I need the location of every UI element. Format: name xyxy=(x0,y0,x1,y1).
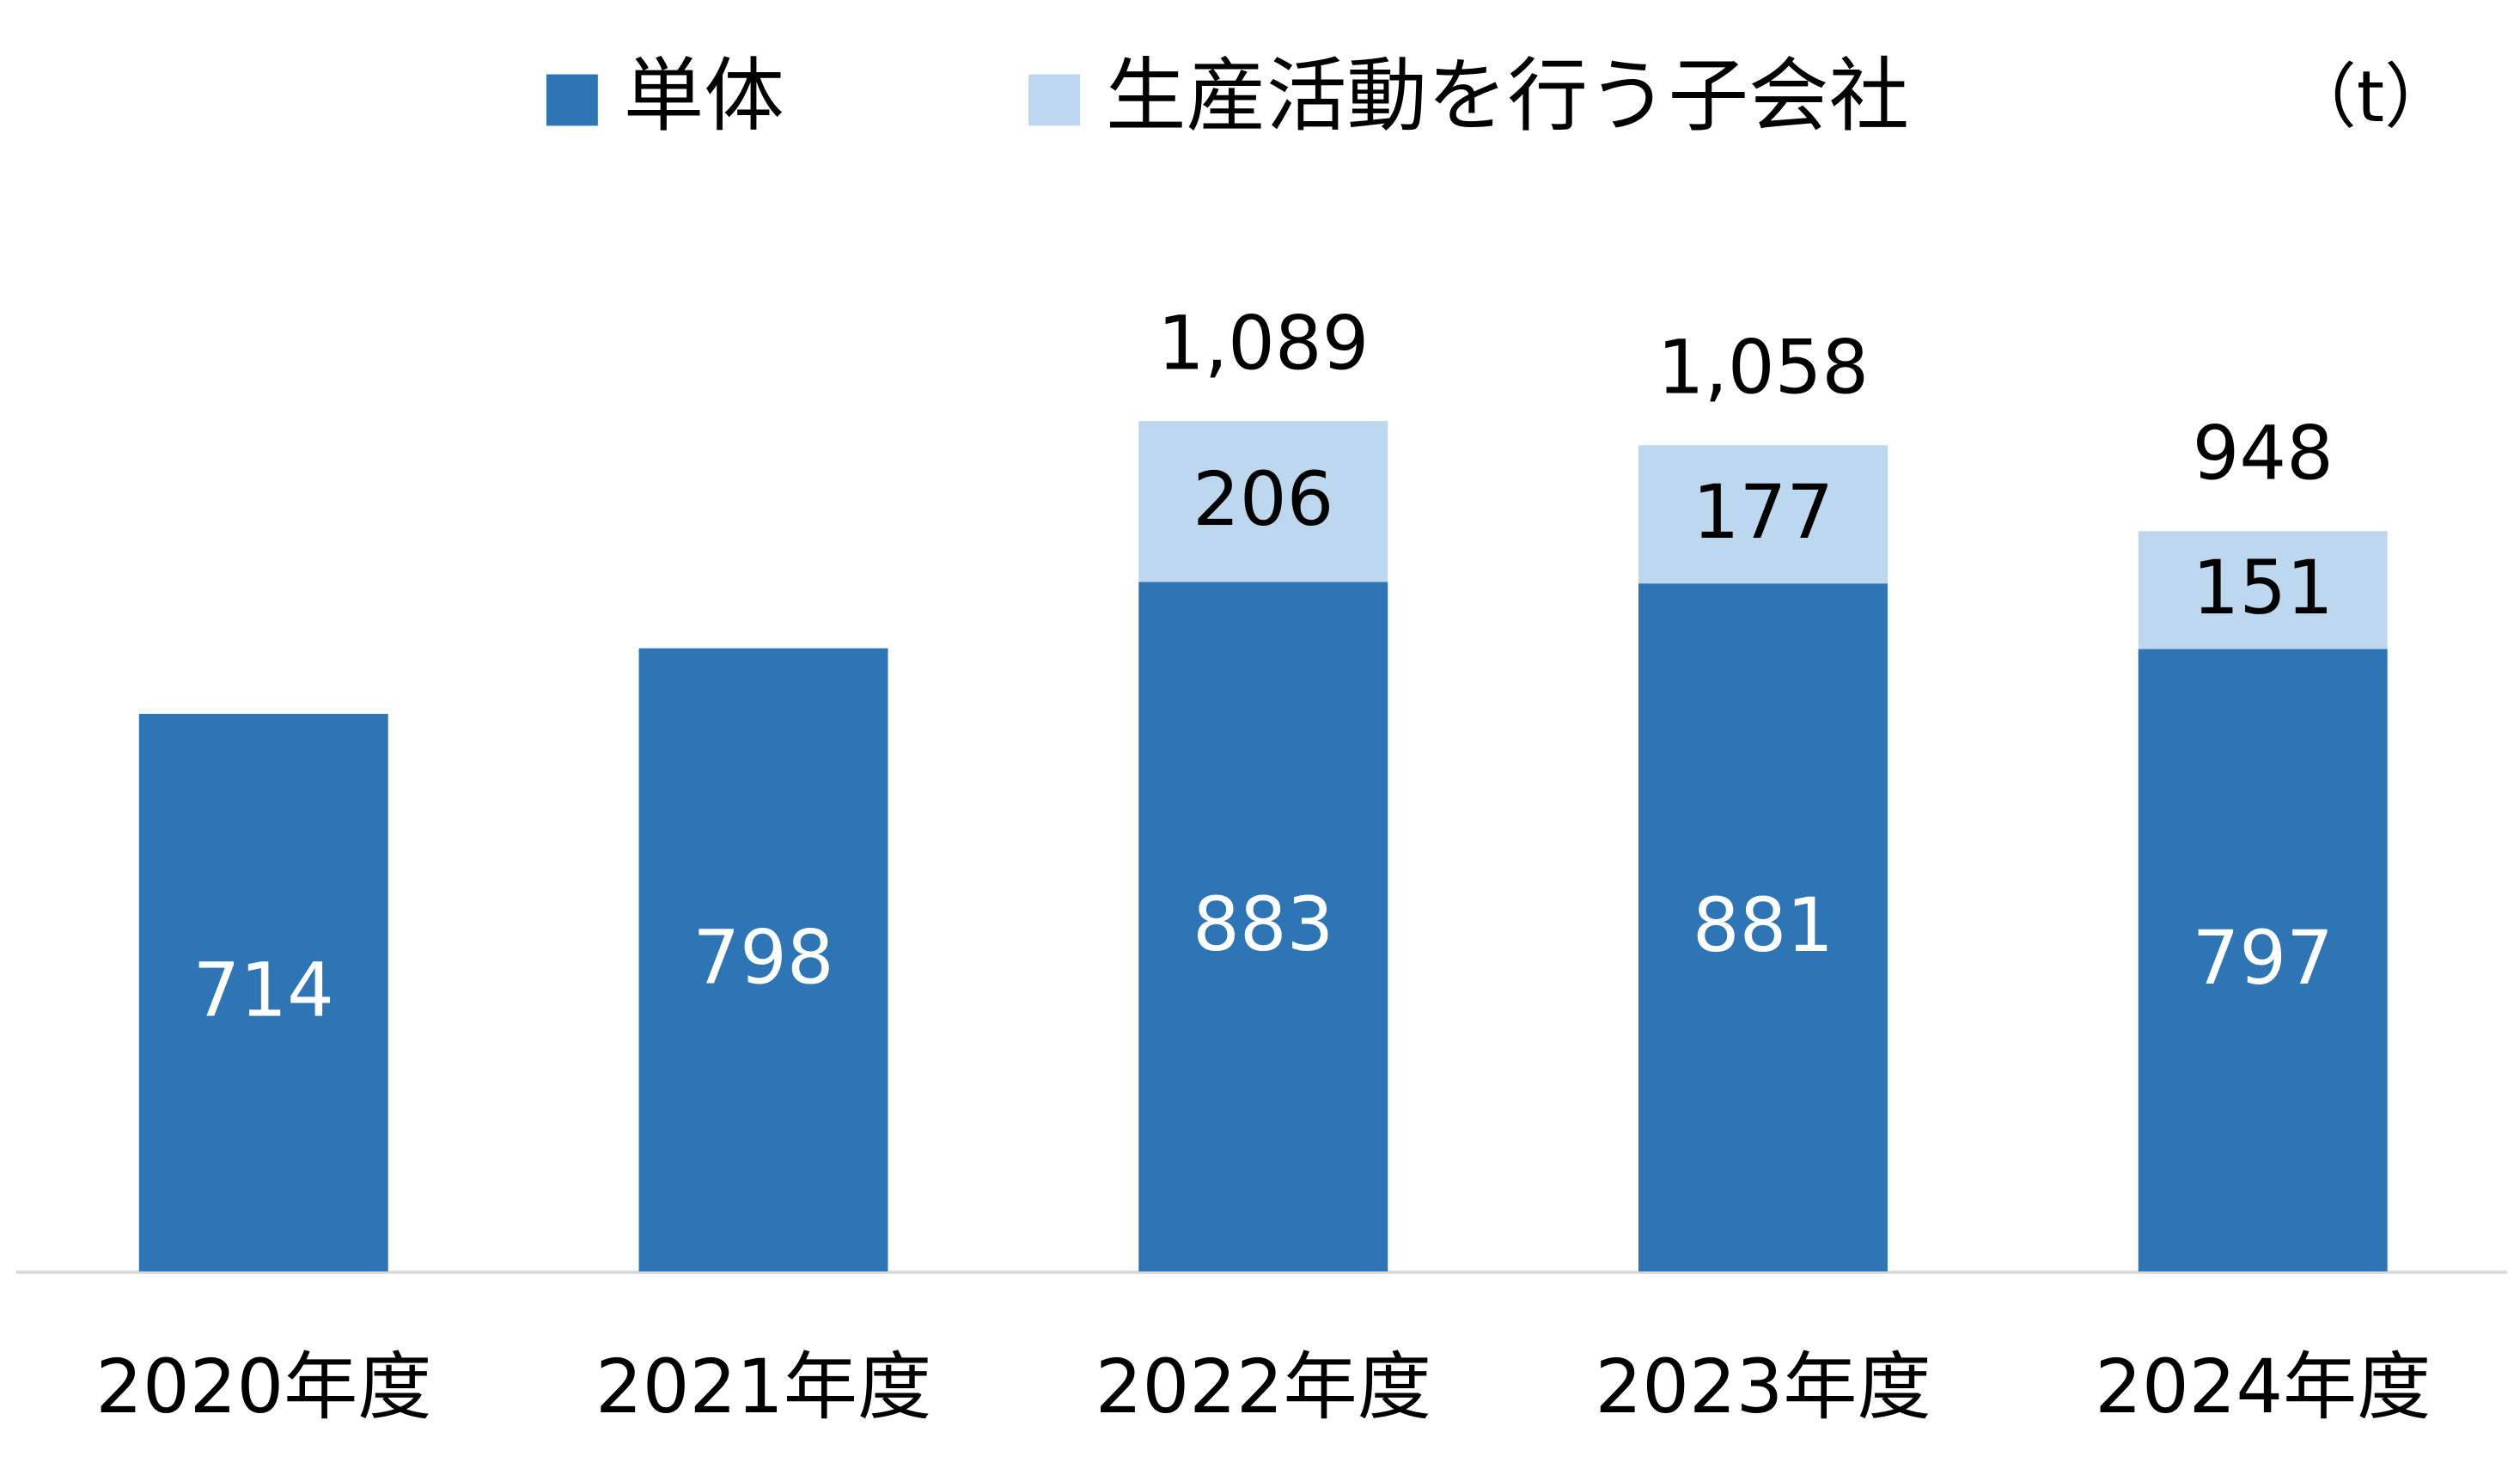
x-tick-label: 2020年度 xyxy=(95,1344,431,1430)
bar-segment xyxy=(1138,421,1388,582)
data-label: 177 xyxy=(1693,470,1834,556)
data-label: 797 xyxy=(2193,916,2334,1002)
legend-swatch xyxy=(546,74,598,126)
bar-segment xyxy=(138,713,388,1272)
total-label: 1,089 xyxy=(1157,301,1369,387)
x-tick-label: 2022年度 xyxy=(1095,1344,1431,1430)
legend-label: 生産活動を行う子会社 xyxy=(1106,50,1909,143)
bar-segment xyxy=(2138,649,2388,1272)
data-label: 206 xyxy=(1193,457,1333,543)
total-label: 948 xyxy=(2193,411,2334,497)
bar-segment xyxy=(2138,531,2388,649)
bar-segment xyxy=(1638,445,1888,584)
unit-label: （t） xyxy=(2286,57,2456,138)
x-tick-label: 2021年度 xyxy=(595,1344,931,1430)
data-label: 883 xyxy=(1193,882,1333,968)
legend-swatch xyxy=(1028,74,1080,126)
data-label: 881 xyxy=(1693,883,1834,969)
bar-segment xyxy=(1638,583,1888,1272)
legend-label: 単体 xyxy=(624,50,784,143)
x-tick-label: 2023年度 xyxy=(1595,1344,1931,1430)
total-label: 1,058 xyxy=(1657,326,1869,411)
data-label: 714 xyxy=(193,948,334,1034)
data-label: 798 xyxy=(693,916,833,1002)
data-label: 151 xyxy=(2193,545,2334,631)
bar-segment xyxy=(638,648,888,1272)
x-tick-label: 2024年度 xyxy=(2095,1344,2431,1430)
bar-segment xyxy=(1138,582,1388,1272)
